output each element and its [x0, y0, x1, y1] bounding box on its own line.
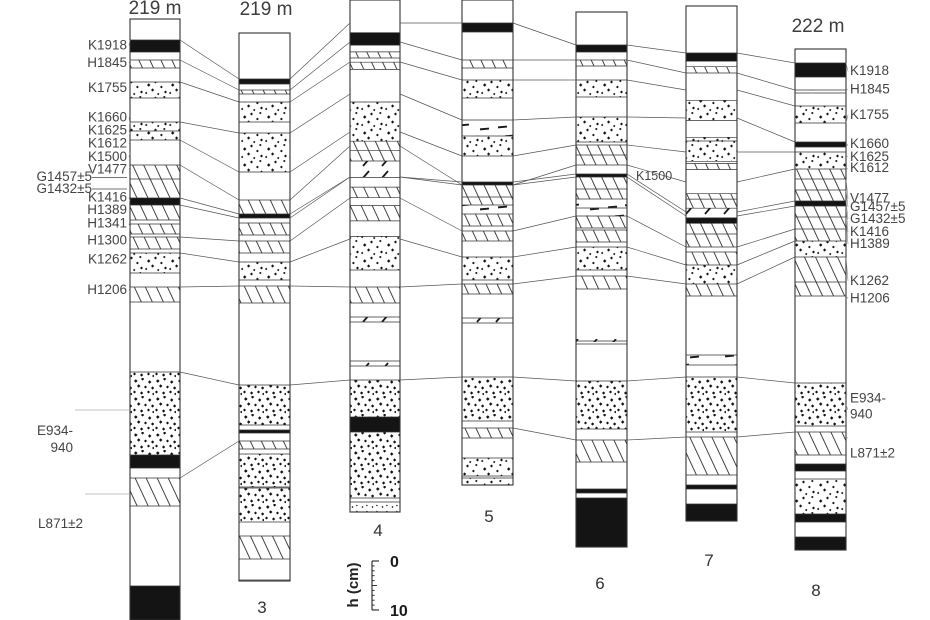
- svg-text:K1918: K1918: [88, 37, 127, 52]
- svg-text:K1262: K1262: [88, 251, 127, 266]
- svg-text:6: 6: [595, 574, 604, 593]
- svg-text:K1612: K1612: [850, 160, 889, 175]
- svg-text:5: 5: [484, 507, 493, 526]
- svg-text:h (cm): h (cm): [345, 562, 362, 607]
- svg-text:H1845: H1845: [87, 55, 127, 70]
- svg-text:H1341: H1341: [87, 216, 127, 231]
- svg-text:L871±2: L871±2: [38, 516, 83, 531]
- svg-text:K1500: K1500: [636, 169, 672, 183]
- svg-text:7: 7: [704, 551, 713, 570]
- svg-text:H1206: H1206: [87, 282, 127, 297]
- svg-text:H1206: H1206: [850, 291, 890, 306]
- svg-text:222 m: 222 m: [792, 16, 845, 37]
- svg-text:10: 10: [390, 603, 408, 620]
- svg-text:K1755: K1755: [850, 107, 889, 122]
- svg-text:4: 4: [373, 521, 382, 540]
- svg-text:940: 940: [850, 407, 873, 422]
- svg-text:E934-: E934-: [37, 423, 73, 438]
- svg-text:E934-: E934-: [850, 391, 886, 406]
- svg-text:L871±2: L871±2: [850, 445, 895, 460]
- svg-text:219 m: 219 m: [129, 0, 182, 19]
- svg-text:K1755: K1755: [88, 80, 127, 95]
- svg-text:3: 3: [257, 598, 266, 617]
- svg-text:G1432±5: G1432±5: [37, 181, 92, 196]
- svg-text:940: 940: [50, 440, 73, 455]
- svg-text:K1262: K1262: [850, 273, 889, 288]
- svg-text:H1845: H1845: [850, 82, 890, 97]
- svg-text:8: 8: [811, 581, 820, 600]
- svg-text:K1918: K1918: [850, 63, 889, 78]
- svg-text:H1300: H1300: [87, 233, 127, 248]
- svg-text:219 m: 219 m: [240, 0, 293, 20]
- svg-text:H1389: H1389: [850, 236, 890, 251]
- svg-text:0: 0: [390, 554, 399, 571]
- svg-text:V1477: V1477: [88, 161, 127, 176]
